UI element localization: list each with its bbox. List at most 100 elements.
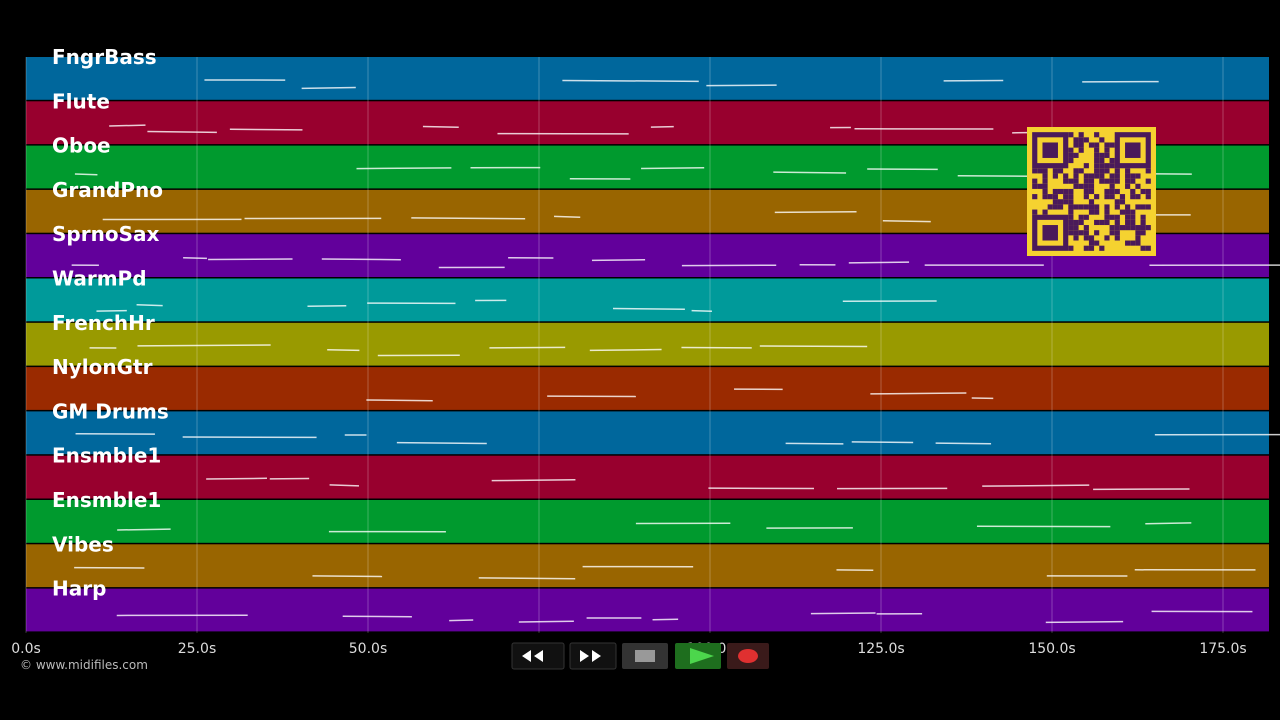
qr-module — [1073, 142, 1079, 148]
note — [117, 528, 171, 531]
note — [851, 441, 914, 444]
qr-module — [1068, 147, 1074, 153]
qr-module — [1078, 137, 1084, 143]
note — [785, 442, 844, 445]
fast-forward-button[interactable] — [569, 642, 617, 670]
qr-module — [1094, 142, 1100, 148]
qr-module — [1135, 173, 1141, 179]
record-button[interactable] — [727, 643, 769, 669]
qr-module — [1073, 168, 1079, 174]
qr-module — [1088, 183, 1095, 189]
qr-module — [1083, 235, 1089, 241]
qr-module — [1032, 183, 1038, 189]
note — [229, 128, 303, 131]
rewind-button[interactable] — [511, 642, 565, 670]
qr-module — [1083, 214, 1089, 220]
qr-module — [1104, 219, 1110, 226]
qr-module — [1119, 199, 1126, 205]
qr-module — [1083, 178, 1089, 184]
qr-module — [1063, 188, 1069, 195]
qr-module — [1135, 240, 1141, 246]
qr-finder-center — [1042, 225, 1058, 241]
track-lane — [26, 544, 1269, 588]
qr-module — [1068, 199, 1074, 205]
qr-module — [1037, 168, 1043, 174]
qr-module — [1130, 173, 1136, 179]
qr-module — [1125, 204, 1131, 210]
copyright: © www.midifiles.com — [20, 658, 148, 672]
qr-module — [1135, 230, 1141, 236]
track-name: FngrBass — [52, 45, 157, 69]
track-name: Vibes — [52, 532, 114, 556]
qr-finder-center — [1042, 142, 1058, 158]
qr-module — [1083, 173, 1089, 179]
qr-module — [1078, 214, 1084, 220]
qr-module — [1057, 204, 1064, 210]
qr-module — [1145, 245, 1151, 251]
note — [691, 309, 712, 313]
note — [356, 167, 452, 170]
qr-module — [1109, 173, 1115, 179]
note — [613, 307, 685, 311]
note — [491, 479, 576, 482]
qr-module — [1099, 219, 1105, 226]
qr-module — [1068, 204, 1074, 210]
note — [1045, 620, 1124, 624]
track-name: Oboe — [52, 134, 111, 158]
note — [882, 220, 931, 223]
note — [935, 442, 992, 445]
qr-module — [1088, 199, 1095, 205]
qr-module — [1130, 240, 1136, 246]
qr-module — [1094, 132, 1100, 138]
qr-module — [1130, 209, 1136, 215]
qr-module — [1140, 214, 1146, 220]
note — [183, 256, 207, 260]
note — [848, 261, 910, 264]
qr-module — [1135, 235, 1141, 241]
note — [870, 392, 967, 395]
qr-module — [1104, 194, 1110, 200]
qr-module — [1114, 199, 1120, 205]
time-tick-label: 25.0s — [178, 641, 216, 657]
qr-module — [1094, 209, 1100, 215]
note — [312, 575, 383, 578]
qr-module — [1099, 173, 1105, 179]
note — [422, 125, 459, 129]
qr-module — [1078, 183, 1084, 189]
qr-module — [1047, 204, 1053, 210]
note — [591, 259, 646, 262]
qr-module — [1135, 204, 1141, 210]
qr-module — [1052, 188, 1058, 195]
note — [773, 171, 847, 174]
qr-module — [1145, 168, 1151, 174]
qr-module — [1073, 230, 1079, 236]
track-lane — [26, 411, 1269, 455]
track-name: SprnoSax — [52, 222, 159, 246]
qr-module — [1063, 173, 1069, 179]
qr-module — [1032, 178, 1038, 184]
note — [136, 303, 163, 307]
note — [208, 258, 293, 261]
qr-module — [1145, 225, 1151, 231]
note — [109, 124, 146, 127]
track-lane — [26, 367, 1269, 410]
qr-module — [1073, 183, 1079, 189]
qr-module — [1104, 178, 1110, 184]
qr-module — [1094, 168, 1100, 174]
qr-module — [1140, 204, 1146, 210]
time-tick-label: 0.0s — [11, 641, 41, 657]
qr-module — [1125, 240, 1131, 246]
qr-module — [1042, 173, 1048, 179]
track-lane — [26, 588, 1269, 632]
qr-module — [1104, 235, 1110, 241]
note — [774, 210, 857, 214]
qr-module — [1088, 188, 1095, 195]
qr-module — [1073, 219, 1079, 226]
qr-module — [1094, 194, 1100, 200]
qr-module — [1130, 188, 1136, 195]
play-button[interactable] — [675, 643, 721, 669]
qr-module — [1073, 178, 1079, 184]
track-lane — [26, 278, 1269, 322]
qr-module — [1145, 188, 1151, 195]
stop-button[interactable] — [622, 643, 668, 669]
